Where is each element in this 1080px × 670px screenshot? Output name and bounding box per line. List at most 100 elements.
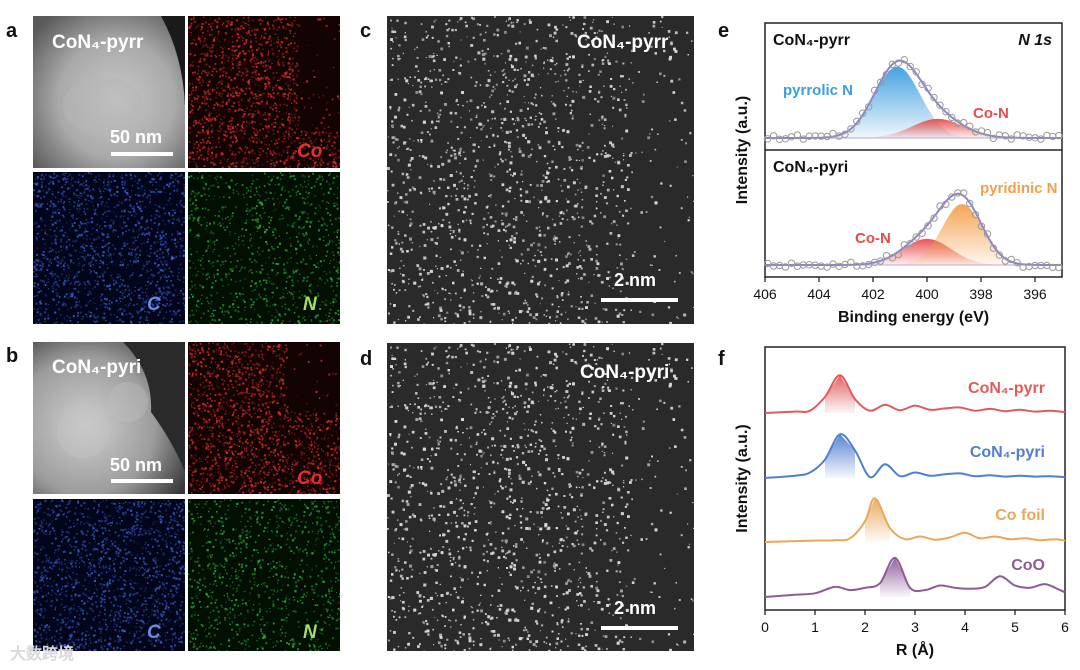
xps-peak-label: Co-N bbox=[973, 105, 1009, 122]
xps-data-point bbox=[823, 132, 831, 141]
exafs-x-tick-label: 2 bbox=[861, 619, 869, 635]
xps-data-point bbox=[870, 86, 879, 95]
xps-data-point bbox=[930, 93, 938, 102]
xps-data-point bbox=[865, 103, 873, 111]
xps-data-point bbox=[900, 56, 909, 64]
xps-data-point bbox=[764, 259, 772, 268]
xps-data-point bbox=[817, 262, 825, 270]
tem-image-pyri bbox=[387, 343, 694, 651]
xps-data-point bbox=[882, 70, 891, 79]
xps-data-point bbox=[924, 222, 932, 230]
exafs-peak-fill bbox=[865, 498, 890, 542]
exafs-series-line bbox=[764, 556, 1066, 598]
exafs-series-label: CoO bbox=[1011, 557, 1045, 574]
xps-data-point bbox=[894, 250, 903, 259]
xps-data-point bbox=[787, 259, 796, 267]
xps-data-point bbox=[876, 257, 885, 265]
xps-data-point bbox=[1013, 259, 1021, 267]
sample-label-b: CoN₄-pyri bbox=[52, 357, 142, 378]
xps-x-tick-label: 400 bbox=[915, 286, 939, 302]
exafs-peak-fill bbox=[825, 375, 855, 413]
eds-map-c-pyrr bbox=[33, 172, 185, 324]
xps-data-point bbox=[995, 251, 1004, 259]
watermark: 大数跨境 bbox=[10, 646, 75, 663]
element-label-c-a: C bbox=[147, 294, 161, 315]
xps-data-point bbox=[1055, 263, 1063, 272]
xps-data-point bbox=[847, 258, 855, 267]
xps-data-point bbox=[960, 189, 968, 197]
xps-data-point bbox=[1037, 135, 1045, 143]
xps-x-tick-label: 406 bbox=[753, 286, 777, 302]
xps-data-point bbox=[823, 263, 831, 271]
eds-map-c-pyri bbox=[33, 499, 185, 651]
scale-bar-c bbox=[601, 298, 678, 302]
scale-bar-d bbox=[601, 626, 678, 630]
exafs-series-label: CoN₄-pyrr bbox=[968, 380, 1045, 397]
xps-data-point bbox=[966, 199, 974, 208]
panel-label-c: c bbox=[360, 20, 372, 42]
xps-peak-label: pyrrolic N bbox=[783, 82, 853, 99]
exafs-x-tick-label: 0 bbox=[761, 619, 769, 635]
panel-label-e: e bbox=[718, 20, 730, 42]
xps-data-point bbox=[906, 62, 915, 71]
xps-data-point bbox=[769, 132, 778, 140]
exafs-x-label: R (Å) bbox=[896, 640, 934, 659]
exafs-peak-fill bbox=[880, 557, 910, 597]
xps-data-point bbox=[1007, 255, 1015, 264]
xps-data-point bbox=[977, 222, 986, 231]
sample-label-d: CoN₄-pyri bbox=[580, 362, 670, 383]
scale-bar-a bbox=[111, 152, 173, 156]
xps-data-point bbox=[971, 211, 980, 219]
xps-data-point bbox=[853, 117, 861, 126]
xps-data-point bbox=[989, 244, 998, 252]
xps-x-label: Binding energy (eV) bbox=[838, 309, 989, 326]
eds-map-n-pyrr bbox=[188, 172, 340, 324]
xps-fit-peak bbox=[765, 118, 1062, 138]
xps-fit-peak bbox=[765, 204, 1062, 265]
exafs-x-tick-label: 5 bbox=[1011, 619, 1019, 635]
xps-data-point bbox=[989, 134, 998, 143]
xps-peak-label: pyridinic N bbox=[980, 180, 1058, 197]
xps-data-point bbox=[841, 130, 849, 139]
xps-subplot-name: CoN₄-pyri bbox=[773, 159, 848, 176]
xps-data-point bbox=[799, 135, 808, 143]
exafs-x-tick-label: 3 bbox=[911, 619, 919, 635]
xps-data-point bbox=[936, 101, 944, 109]
xps-title: N 1s bbox=[1018, 32, 1052, 49]
xps-data-point bbox=[1055, 131, 1063, 140]
xps-data-point bbox=[966, 122, 974, 130]
xps-x-tick-label: 396 bbox=[1023, 286, 1047, 302]
panel-label-b: b bbox=[6, 345, 19, 367]
xps-x-tick-label: 402 bbox=[861, 286, 885, 302]
xps-data-point bbox=[948, 193, 956, 201]
tem-image-pyrr bbox=[387, 16, 694, 324]
xps-data-point bbox=[942, 200, 950, 208]
xps-x-tick-label: 398 bbox=[969, 286, 993, 302]
xps-subplot-name: CoN₄-pyrr bbox=[773, 32, 850, 49]
element-label-n-a: N bbox=[303, 294, 317, 315]
panel-label-d: d bbox=[360, 348, 373, 370]
xps-data-point bbox=[912, 68, 920, 76]
haadf-image-pyrr bbox=[33, 16, 185, 168]
xps-data-point bbox=[764, 135, 772, 143]
xps-data-point bbox=[793, 262, 802, 270]
eds-map-n-pyri bbox=[188, 499, 340, 651]
xps-data-point bbox=[918, 80, 926, 89]
xps-data-point bbox=[924, 84, 932, 93]
xps-data-point bbox=[1007, 135, 1015, 143]
xps-data-point bbox=[983, 230, 992, 238]
exafs-x-tick-label: 6 bbox=[1061, 619, 1069, 635]
exafs-series-line bbox=[764, 374, 1066, 414]
scale-text-b: 50 nm bbox=[110, 455, 163, 475]
exafs-series-line bbox=[764, 433, 1066, 479]
scale-text-c: 2 nm bbox=[614, 270, 657, 290]
xps-data-point bbox=[888, 254, 897, 262]
xps-data-point bbox=[894, 59, 903, 67]
scale-text-a: 50 nm bbox=[110, 127, 163, 147]
exafs-x-tick-label: 1 bbox=[811, 619, 819, 635]
eds-map-co-pyrr bbox=[188, 16, 340, 168]
exafs-series-line bbox=[764, 497, 1066, 543]
xps-peak-label: Co-N bbox=[855, 230, 891, 247]
xps-fit-peak bbox=[765, 238, 1062, 265]
xps-data-point bbox=[960, 118, 968, 127]
